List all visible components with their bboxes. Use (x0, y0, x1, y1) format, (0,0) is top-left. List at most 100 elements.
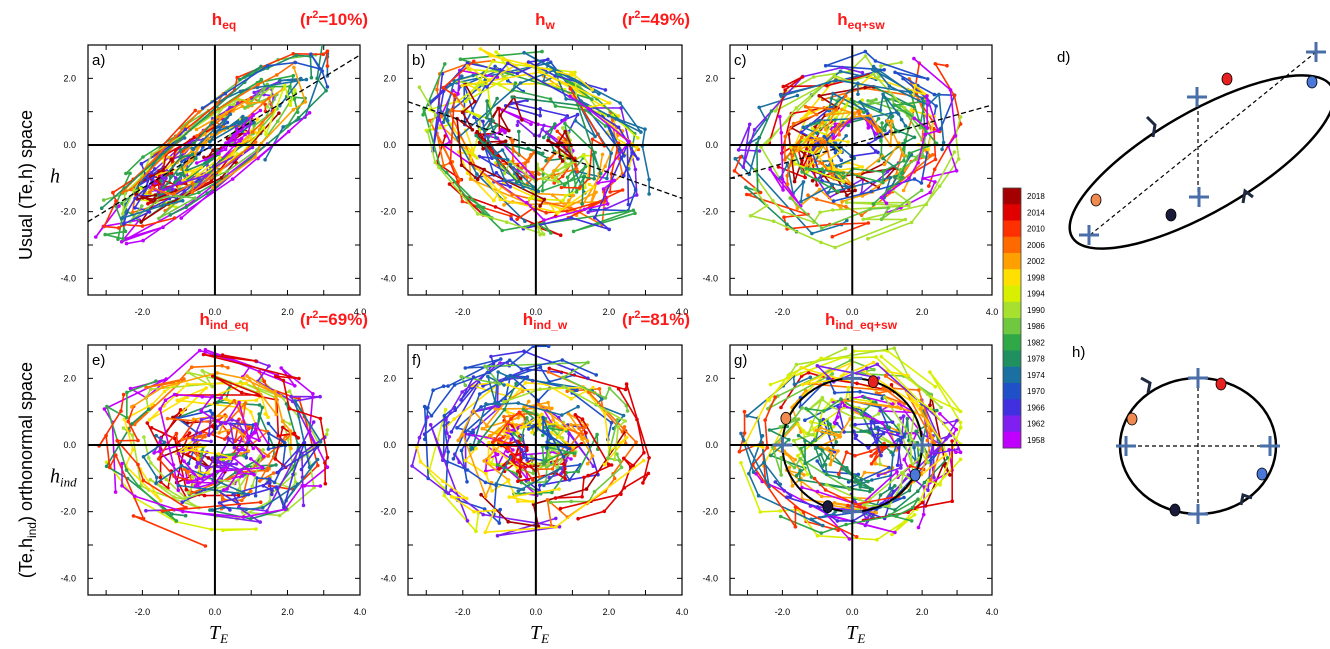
data-point (417, 85, 422, 89)
data-point (902, 495, 906, 500)
data-point (796, 417, 801, 422)
data-point (810, 432, 815, 437)
data-point (549, 430, 554, 435)
data-point (819, 426, 823, 430)
data-point (958, 115, 963, 119)
data-point (498, 83, 502, 87)
data-point (565, 114, 570, 118)
data-point (930, 436, 935, 440)
data-point (494, 482, 499, 486)
data-point (767, 484, 771, 489)
data-point (881, 446, 885, 451)
data-point (510, 192, 514, 197)
data-point (804, 166, 809, 171)
data-point (497, 521, 502, 525)
data-point (790, 484, 795, 488)
data-point (834, 440, 839, 444)
data-point (822, 409, 826, 413)
data-point (794, 362, 799, 367)
data-point (899, 117, 904, 122)
data-point (944, 437, 948, 441)
data-point (779, 405, 783, 410)
data-point (541, 415, 545, 420)
data-point (482, 167, 487, 172)
trajectory-segment (460, 361, 629, 412)
data-point (780, 209, 784, 213)
data-point (567, 431, 571, 436)
data-point (131, 514, 136, 518)
data-point (494, 50, 498, 54)
data-point (894, 514, 898, 518)
schematic-d-label: d) (1057, 49, 1070, 66)
colorbar-label: 1962 (1027, 420, 1045, 429)
data-point (460, 199, 465, 204)
schematic-h-orange-dot (1126, 412, 1138, 426)
data-point (204, 465, 209, 470)
data-point (846, 385, 851, 390)
data-point (475, 156, 479, 160)
data-point (556, 210, 560, 215)
data-point (185, 382, 190, 387)
data-point (197, 348, 202, 353)
data-point (820, 161, 825, 166)
data-point (815, 131, 819, 135)
data-point (919, 181, 924, 185)
data-point (891, 453, 895, 457)
data-point (892, 346, 897, 351)
data-point (460, 110, 465, 115)
y-tick-label: -2.0 (380, 207, 396, 217)
data-point (903, 217, 908, 222)
data-point (895, 463, 900, 468)
data-point (121, 237, 125, 241)
trajectory-segment (503, 412, 586, 451)
data-point (845, 193, 849, 198)
data-point (226, 365, 230, 370)
x-tick-label: 4.0 (986, 307, 999, 317)
data-point (200, 106, 205, 110)
data-point (107, 465, 112, 470)
data-point (235, 419, 240, 424)
panel-f: -2.0 0.0 2.0 4.0-4.0-2.00.02.0f)hind_w (r2=8… (380, 309, 690, 646)
data-point (217, 413, 221, 418)
r2-label: (r2=69%) (300, 309, 368, 329)
data-point (520, 118, 524, 122)
data-point (952, 150, 957, 154)
data-point (187, 470, 191, 474)
data-point (564, 459, 568, 463)
data-point (255, 117, 260, 121)
data-point (323, 460, 327, 465)
data-point (856, 472, 861, 477)
data-point (524, 200, 529, 205)
data-point (527, 427, 531, 431)
data-point (794, 106, 799, 110)
data-point (624, 435, 629, 440)
data-point (219, 176, 224, 180)
data-point (792, 382, 797, 387)
plot-area (97, 347, 330, 548)
data-point (874, 510, 878, 515)
data-point (569, 70, 573, 75)
data-point (511, 448, 515, 452)
data-point (623, 387, 628, 392)
data-point (874, 132, 879, 136)
data-point (259, 77, 264, 82)
data-point (836, 449, 840, 453)
data-point (428, 423, 433, 427)
data-point (819, 494, 824, 499)
data-point (260, 465, 265, 470)
regression-line (730, 104, 992, 179)
data-point (523, 381, 528, 385)
data-point (739, 431, 743, 436)
data-point (505, 220, 509, 224)
data-point (536, 189, 541, 194)
x-tick-label: -2.0 (135, 607, 151, 617)
data-point (893, 484, 897, 488)
trajectory-segment (541, 122, 596, 193)
data-point (591, 152, 595, 157)
data-point (490, 489, 494, 493)
data-point (443, 62, 447, 66)
data-point (289, 446, 293, 451)
data-point (452, 383, 457, 387)
data-point (785, 222, 789, 227)
data-point (277, 111, 281, 115)
